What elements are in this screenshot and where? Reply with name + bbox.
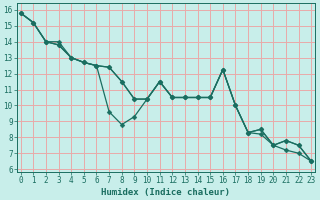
- X-axis label: Humidex (Indice chaleur): Humidex (Indice chaleur): [101, 188, 230, 197]
